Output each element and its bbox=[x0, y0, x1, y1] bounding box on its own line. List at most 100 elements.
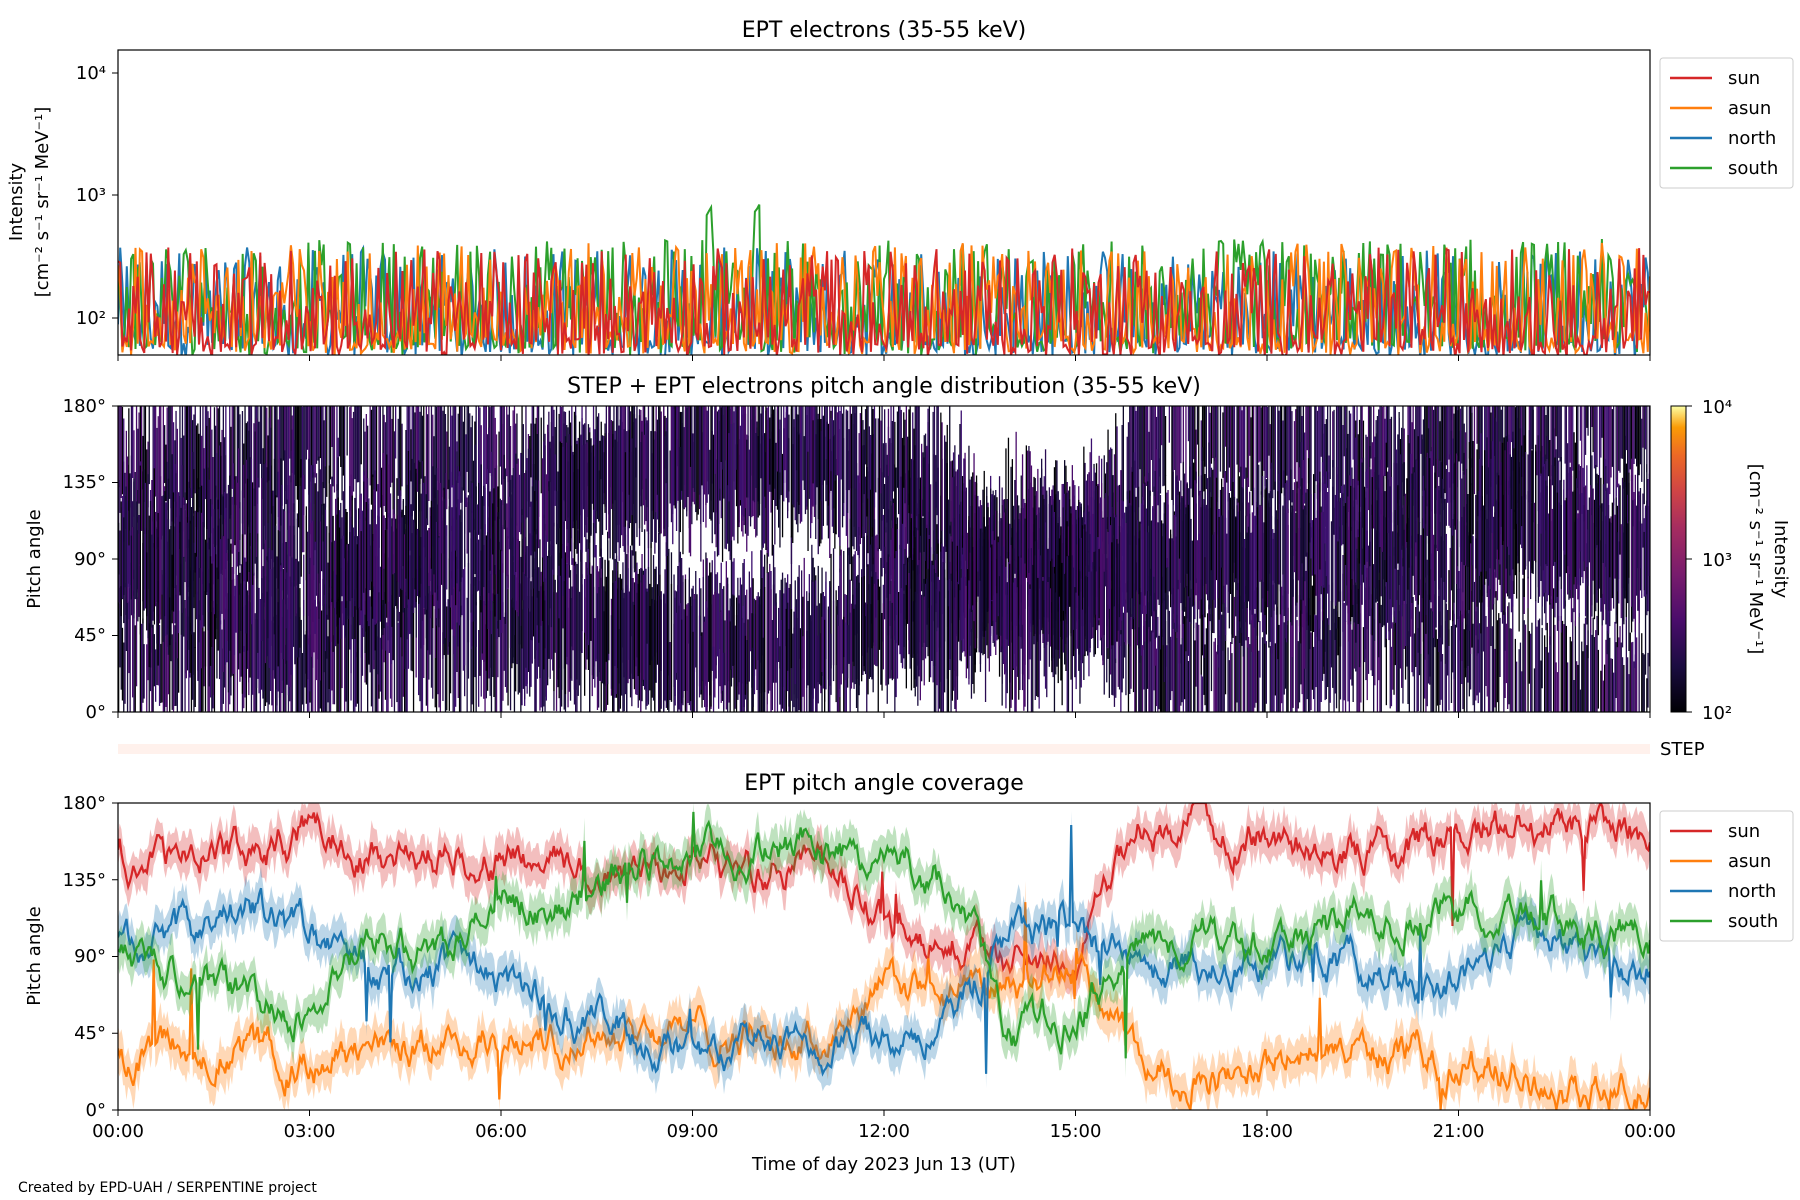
pad-cell bbox=[1126, 436, 1128, 500]
pad-cell bbox=[649, 583, 651, 665]
pad-cell bbox=[164, 569, 166, 712]
pad-cell bbox=[692, 631, 694, 712]
pad-cell bbox=[418, 406, 420, 512]
pad-cell bbox=[363, 481, 365, 593]
pad-cell bbox=[747, 619, 749, 712]
pad-cell bbox=[1029, 451, 1031, 585]
pad-cell bbox=[1300, 442, 1302, 600]
colorbar: 10⁴ 10³ 10² Intensity [cm⁻² s⁻¹ sr⁻¹ MeV… bbox=[1670, 397, 1791, 724]
pad-cell bbox=[409, 470, 411, 635]
pad-cell bbox=[267, 435, 269, 562]
pad-cell bbox=[401, 517, 403, 591]
pad-cell bbox=[1290, 406, 1292, 508]
pad-cell bbox=[1164, 416, 1167, 476]
pad-cell bbox=[1203, 406, 1205, 492]
pad-cell bbox=[617, 588, 619, 712]
panel4-ytick-135: 135° bbox=[63, 870, 106, 891]
pad-cell bbox=[350, 516, 352, 674]
pad-cell bbox=[1491, 626, 1493, 712]
pad-cell bbox=[1578, 464, 1580, 569]
pad-cell bbox=[1261, 637, 1264, 712]
pad-cell bbox=[360, 406, 362, 465]
pad-cell bbox=[1613, 498, 1615, 609]
pad-cell bbox=[955, 561, 957, 712]
pad-cell bbox=[1467, 532, 1469, 666]
pad-cell bbox=[1512, 581, 1514, 712]
pad-cell bbox=[1334, 494, 1336, 606]
pad-cell bbox=[1596, 473, 1598, 546]
pad-cell bbox=[884, 546, 886, 620]
pad-cell bbox=[1570, 406, 1573, 496]
pad-cell bbox=[820, 593, 822, 686]
pad-cell bbox=[1371, 504, 1373, 636]
pad-cell bbox=[461, 406, 463, 503]
pad-cell bbox=[557, 523, 559, 688]
pad-cell bbox=[743, 406, 745, 526]
pad-cell bbox=[308, 574, 310, 645]
pad-cell bbox=[1250, 532, 1252, 624]
pad-cell bbox=[213, 600, 216, 712]
pad-cell bbox=[263, 543, 265, 692]
pad-cell bbox=[714, 411, 716, 474]
pad-cell bbox=[313, 472, 315, 580]
pad-cell bbox=[485, 535, 487, 671]
pad-cell bbox=[730, 424, 733, 500]
pad-cell bbox=[945, 441, 947, 547]
pad-cell bbox=[1168, 406, 1170, 443]
pad-cell bbox=[908, 493, 910, 563]
pad-cell bbox=[550, 406, 553, 556]
pad-cell bbox=[1072, 480, 1075, 621]
pad-cell bbox=[1540, 473, 1542, 534]
pad-cell bbox=[1002, 499, 1004, 565]
pad-cell bbox=[1278, 410, 1280, 504]
pad-cell bbox=[716, 411, 719, 557]
pad-cell bbox=[1638, 406, 1640, 476]
pad-cell bbox=[485, 406, 487, 484]
pad-cell bbox=[765, 406, 767, 508]
pad-cell bbox=[1450, 626, 1453, 703]
pad-cell bbox=[1099, 497, 1102, 567]
pad-cell bbox=[1356, 558, 1358, 712]
pad-cell bbox=[137, 530, 139, 622]
pad-cell bbox=[326, 406, 328, 497]
pad-cell bbox=[1415, 521, 1417, 601]
pad-cell bbox=[126, 500, 129, 587]
pad-cell bbox=[892, 594, 895, 679]
pad-cell bbox=[493, 602, 495, 697]
pad-cell bbox=[174, 625, 176, 706]
pad-cell bbox=[1648, 406, 1650, 480]
pad-cell bbox=[1187, 406, 1190, 442]
pad-cell bbox=[1222, 412, 1224, 478]
pad-cell bbox=[1184, 616, 1186, 700]
pad-cell bbox=[552, 436, 554, 570]
pad-cell bbox=[189, 520, 191, 673]
pad-cell bbox=[647, 419, 650, 549]
pad-cell bbox=[1228, 406, 1230, 468]
pad-cell bbox=[1438, 406, 1440, 478]
pad-cell bbox=[1518, 649, 1520, 712]
pad-cell bbox=[1337, 406, 1339, 539]
panel1-ylabel-line2: [cm⁻² s⁻¹ sr⁻¹ MeV⁻¹] bbox=[32, 107, 53, 298]
pad-cell bbox=[1224, 406, 1227, 447]
pad-cell bbox=[275, 525, 277, 690]
pad-cell bbox=[184, 406, 186, 509]
pad-cell bbox=[220, 539, 222, 625]
pad-cell bbox=[706, 410, 708, 503]
pad-cell bbox=[1641, 633, 1643, 712]
pad-cell bbox=[356, 406, 358, 483]
panel2-ytick-90: 90° bbox=[74, 549, 106, 570]
pad-cell bbox=[559, 441, 561, 576]
colorbar-label-line1: Intensity bbox=[1770, 520, 1791, 599]
pad-cell bbox=[677, 406, 679, 501]
pad-cell bbox=[1237, 583, 1239, 712]
pad-cell bbox=[1586, 645, 1588, 712]
pad-cell bbox=[821, 406, 823, 540]
pad-cell bbox=[517, 560, 519, 695]
pad-cell bbox=[358, 607, 360, 712]
pad-cell bbox=[1464, 525, 1467, 678]
pad-cell bbox=[467, 406, 470, 493]
pad-cell bbox=[172, 422, 175, 524]
pad-cell bbox=[613, 553, 615, 712]
pad-cell bbox=[1632, 500, 1634, 622]
pad-cell bbox=[1347, 571, 1349, 702]
